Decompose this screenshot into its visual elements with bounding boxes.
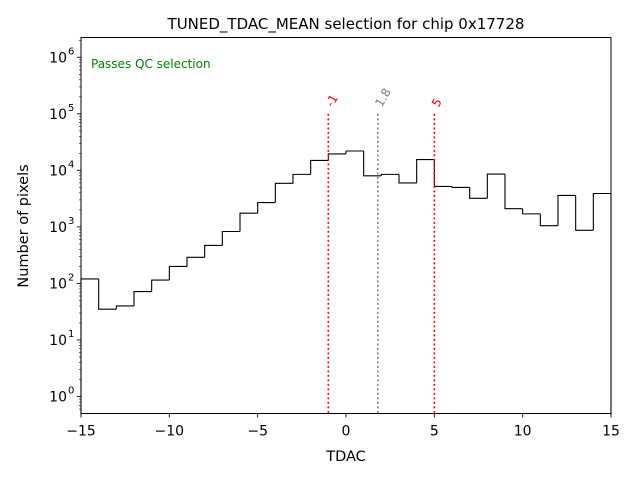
histogram-bin (451, 186, 470, 188)
histogram-bin (486, 173, 505, 199)
histogram-bin (522, 208, 541, 215)
histogram-bin (416, 159, 435, 183)
y-tick-exponent: 1 (68, 329, 74, 340)
selection-line-label: 5 (429, 96, 445, 110)
chart-title: TUNED_TDAC_MEAN selection for chip 0x177… (167, 15, 525, 34)
y-tick-exponent: 4 (68, 159, 74, 170)
histogram-bin (310, 159, 329, 175)
histogram-bin (133, 290, 152, 306)
x-tick-label: −5 (247, 424, 268, 440)
histogram-bin (327, 153, 346, 161)
histogram-bin (398, 174, 417, 184)
y-tick-exponent: 6 (68, 46, 74, 57)
x-tick-label: 0 (342, 424, 351, 440)
histogram-bin (115, 305, 134, 310)
selection-line-label: 1.8 (372, 86, 394, 110)
histogram-bin (504, 174, 523, 210)
y-tick-label: 10 (49, 333, 67, 349)
y-tick-label: 10 (49, 220, 67, 236)
y-tick-label: 10 (49, 163, 67, 179)
histogram-bin (433, 159, 452, 187)
histogram-bin (151, 279, 170, 292)
histogram-bin (469, 187, 488, 199)
y-tick-label: 10 (49, 276, 67, 292)
histogram-bin (98, 278, 117, 310)
histogram-bin (186, 256, 205, 267)
y-tick-exponent: 0 (68, 386, 74, 397)
plot-frame (80, 37, 612, 414)
y-tick-exponent: 2 (68, 272, 74, 283)
qc-annotation: Passes QC selection (91, 57, 211, 71)
histogram-bin (239, 212, 258, 232)
y-axis-label: Number of pixels (16, 164, 32, 287)
y-tick-label: 10 (49, 390, 67, 406)
x-axis-label: TDAC (325, 449, 366, 465)
y-tick-label: 10 (49, 50, 67, 66)
x-tick-label: −10 (155, 424, 185, 440)
histogram-bin (292, 173, 311, 184)
histogram-bin (274, 182, 293, 203)
histogram-bin (168, 265, 187, 281)
y-tick-exponent: 5 (68, 103, 74, 114)
histogram-bin (221, 230, 240, 246)
histogram-bin (204, 244, 223, 258)
histogram-bin (80, 278, 99, 414)
histogram-bin (557, 194, 576, 226)
histogram-bin (257, 201, 276, 214)
histogram-bin (539, 213, 558, 227)
x-tick-label: 15 (602, 424, 620, 440)
y-tick-label: 10 (49, 107, 67, 123)
histogram-bin (592, 192, 612, 414)
histogram-bin (345, 150, 364, 154)
y-tick-exponent: 3 (68, 216, 74, 227)
x-tick-label: 10 (514, 424, 532, 440)
histogram-bin (575, 195, 594, 231)
histogram-bin (363, 151, 382, 177)
x-tick-label: −15 (66, 424, 96, 440)
histogram-bin (380, 173, 399, 176)
x-tick-label: 5 (430, 424, 439, 440)
selection-line-label: -1 (323, 92, 341, 109)
